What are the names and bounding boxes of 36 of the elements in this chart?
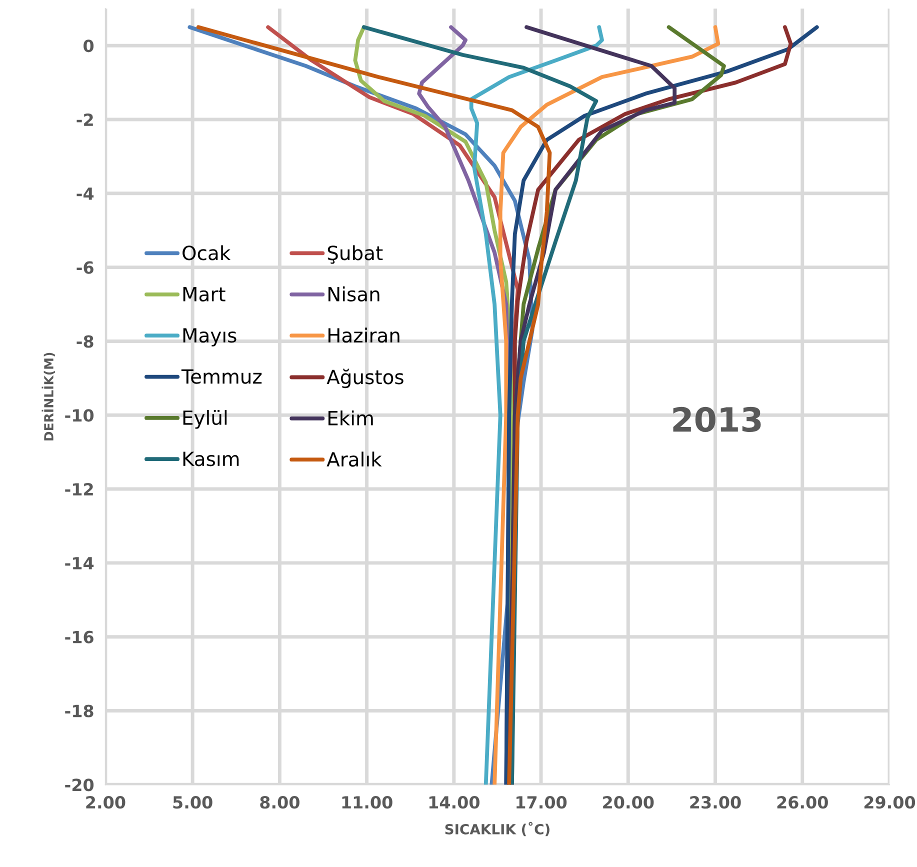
y-tick-label: -20 xyxy=(65,778,94,792)
x-tick-label: 5.00 xyxy=(173,796,212,809)
legend-label: Nisan xyxy=(328,286,380,302)
y-tick-label: -16 xyxy=(65,630,94,644)
legend-label: Şubat xyxy=(328,245,383,264)
x-tick-label: 17.00 xyxy=(516,796,567,809)
x-tick-label: 26.00 xyxy=(777,796,828,809)
y-tick-label: -18 xyxy=(65,704,94,718)
x-tick-label: 23.00 xyxy=(690,796,741,809)
y-tick-label: -12 xyxy=(65,482,93,496)
x-tick-label: 2.00 xyxy=(86,796,126,809)
y-tick-label: -2 xyxy=(76,113,93,126)
legend-label: Ağustos xyxy=(326,368,404,388)
y-axis-title: DERİNLİK(M) xyxy=(42,352,55,440)
x-axis-title: SICAKLIK (˚C) xyxy=(445,822,550,836)
annotation: 2013 xyxy=(673,406,761,432)
y-tick-label: 0 xyxy=(84,40,94,52)
legend-label: Ekim xyxy=(328,410,373,426)
y-tick-label: -10 xyxy=(65,409,94,422)
y-tick-label: -6 xyxy=(76,261,94,274)
y-tick-label: -14 xyxy=(65,557,94,570)
x-tick-label: 8.00 xyxy=(260,796,300,809)
x-tick-label: 14.00 xyxy=(429,796,480,809)
legend-label: Ocak xyxy=(182,245,231,260)
legend-label: Mayıs xyxy=(183,328,236,346)
legend-label: Aralık xyxy=(326,452,382,467)
legend-label: Eylül xyxy=(183,410,227,429)
legend-label: Haziran xyxy=(328,328,400,343)
y-tick-label: -8 xyxy=(76,335,94,348)
legend-label: Kasım xyxy=(183,452,239,466)
x-tick-label: 20.00 xyxy=(603,796,654,809)
y-tick-label: -4 xyxy=(76,188,94,200)
legend-label: Temmuz xyxy=(181,369,262,384)
x-tick-label: 29.00 xyxy=(864,796,916,809)
x-tick-label: 11.00 xyxy=(342,796,392,809)
legend-label: Mart xyxy=(183,287,226,302)
